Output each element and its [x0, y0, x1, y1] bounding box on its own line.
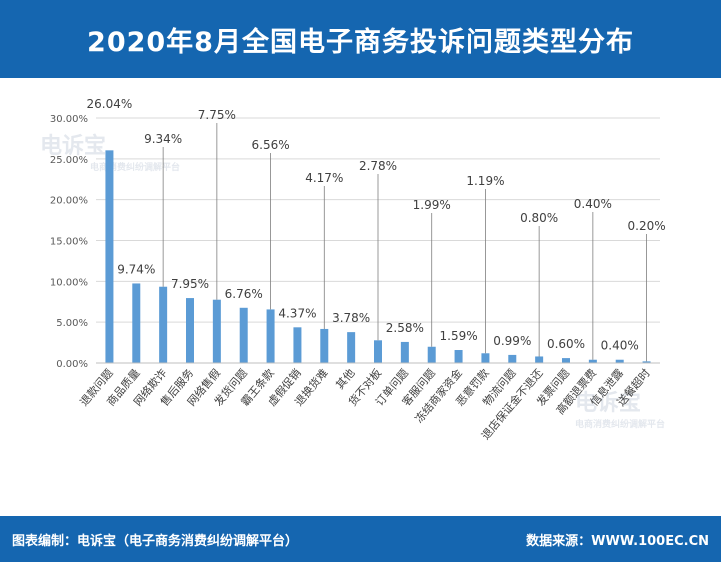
header-bar: 2020年8月全国电子商务投诉问题类型分布 [0, 0, 721, 78]
y-tick-label: 30.00% [50, 114, 88, 125]
y-tick-label: 15.00% [50, 237, 88, 248]
y-tick-label: 25.00% [50, 155, 88, 166]
bar [266, 309, 275, 363]
bar [105, 150, 114, 363]
x-category-label: 其他 [333, 367, 357, 392]
y-tick-label: 0.00% [56, 359, 88, 370]
chart-title: 2020年8月全国电子商务投诉问题类型分布 [87, 26, 634, 58]
data-label: 3.78% [332, 311, 370, 325]
bar [588, 359, 597, 363]
data-label: 1.99% [413, 198, 451, 212]
footer-source: 数据来源：WWW.100EC.CN [526, 534, 709, 549]
data-label: 26.04% [87, 97, 133, 111]
footer-bar: 图表编制：电诉宝（电子商务消费纠纷调解平台） 数据来源：WWW.100EC.CN [0, 516, 721, 562]
bar [562, 358, 570, 363]
y-tick-label: 20.00% [50, 196, 88, 207]
data-label: 4.17% [305, 171, 343, 185]
data-label: 9.34% [144, 132, 182, 146]
data-label: 1.19% [466, 174, 504, 188]
bar [427, 346, 436, 363]
data-label: 0.99% [493, 334, 531, 348]
data-label: 0.80% [520, 211, 558, 225]
bar [615, 359, 624, 363]
bar [132, 283, 141, 363]
bar [374, 340, 382, 363]
bar [400, 341, 409, 363]
bar-chart: 0.00% 5.00% 10.00% 15.00% 20.00% 25.00% 30.00%… [50, 97, 666, 442]
bar [535, 356, 544, 363]
bar [159, 286, 168, 363]
bar [454, 350, 463, 363]
bar [481, 353, 490, 363]
data-label: 7.95% [171, 277, 209, 291]
data-label: 2.78% [359, 159, 397, 173]
bar [347, 332, 356, 363]
data-label: 0.20% [628, 219, 666, 233]
bar [186, 298, 194, 363]
data-label: 1.59% [440, 329, 478, 343]
data-label: 0.60% [547, 337, 585, 351]
data-label: 9.74% [117, 262, 155, 276]
data-label: 7.75% [198, 108, 236, 122]
bar [642, 361, 651, 363]
data-label: 2.58% [386, 321, 424, 335]
data-label: 6.76% [225, 287, 263, 301]
bar [212, 299, 221, 363]
y-tick-label: 10.00% [50, 277, 88, 288]
bar [320, 328, 329, 363]
chart-area: 0.00% 5.00% 10.00% 15.00% 20.00% 25.00% 30.00%… [0, 90, 721, 516]
bar [293, 327, 302, 363]
data-label: 0.40% [601, 339, 639, 353]
data-label: 6.56% [252, 138, 290, 152]
data-label: 0.40% [574, 197, 612, 211]
bar [239, 307, 248, 363]
y-tick-label: 5.00% [56, 318, 88, 329]
bar [508, 354, 517, 363]
data-label: 4.37% [278, 306, 316, 320]
footer-credit: 图表编制：电诉宝（电子商务消费纠纷调解平台） [12, 534, 299, 549]
